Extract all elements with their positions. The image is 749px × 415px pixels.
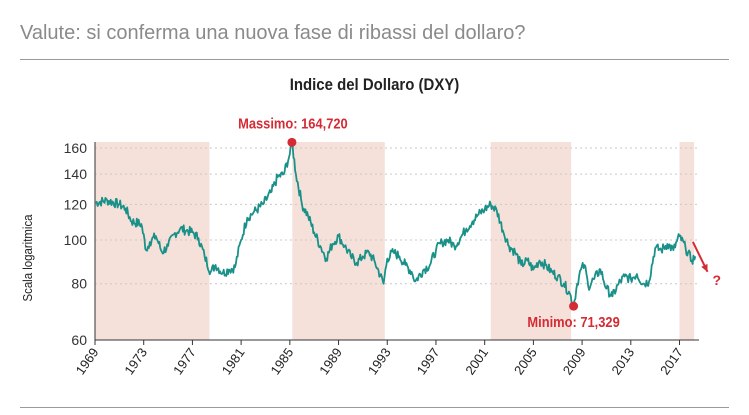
x-tick-label: 1973: [121, 345, 150, 377]
chart-title: Indice del Dollaro (DXY): [289, 75, 460, 94]
x-tick-label: 1981: [219, 345, 248, 377]
max-annotation: Massimo: 164,720: [238, 114, 348, 131]
y-tick-label: 80: [71, 276, 87, 292]
y-tick-label: 100: [64, 232, 88, 248]
top-divider: [20, 59, 729, 60]
x-tick-label: 2009: [560, 345, 589, 377]
bottom-divider: [20, 407, 729, 408]
trend-arrow-head: [701, 263, 708, 272]
max-point-marker: [287, 137, 297, 147]
x-tick-label: 1985: [267, 345, 296, 377]
y-axis-label: Scala logaritmica: [20, 214, 35, 301]
dxy-series-line: [94, 141, 697, 308]
page-title: Valute: si conferma una nuova fase di ri…: [20, 22, 526, 44]
annotations: Massimo: 164,720 Minimo: 71,329?: [238, 114, 721, 330]
shaded-periods: [95, 142, 695, 340]
x-tick-label: 1969: [73, 345, 102, 377]
min-annotation: Minimo: 71,329: [527, 313, 620, 330]
y-tick-label: 60: [71, 332, 87, 348]
min-point-marker: [569, 301, 579, 311]
x-tick-label: 1977: [170, 345, 199, 377]
shaded-period-3: [490, 142, 572, 340]
trend-question-mark: ?: [713, 272, 722, 288]
shaded-period-2: [292, 142, 385, 340]
x-tick-label: 2001: [462, 345, 491, 377]
y-tick-label: 140: [64, 166, 88, 182]
x-tick-label: 1993: [365, 345, 394, 377]
series-layer: [94, 141, 697, 308]
shaded-period-4: [679, 142, 695, 340]
y-tick-label: 120: [64, 196, 88, 212]
x-tick-label: 1997: [414, 345, 443, 377]
x-tick-label: 2013: [608, 345, 637, 377]
y-tick-label: 160: [64, 140, 88, 156]
x-tick-label: 1989: [316, 345, 345, 377]
x-tick-label: 2005: [511, 345, 540, 377]
x-tick-label: 2017: [657, 345, 686, 377]
